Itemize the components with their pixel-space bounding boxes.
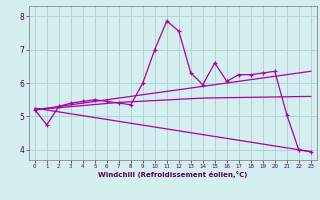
X-axis label: Windchill (Refroidissement éolien,°C): Windchill (Refroidissement éolien,°C)	[98, 171, 247, 178]
